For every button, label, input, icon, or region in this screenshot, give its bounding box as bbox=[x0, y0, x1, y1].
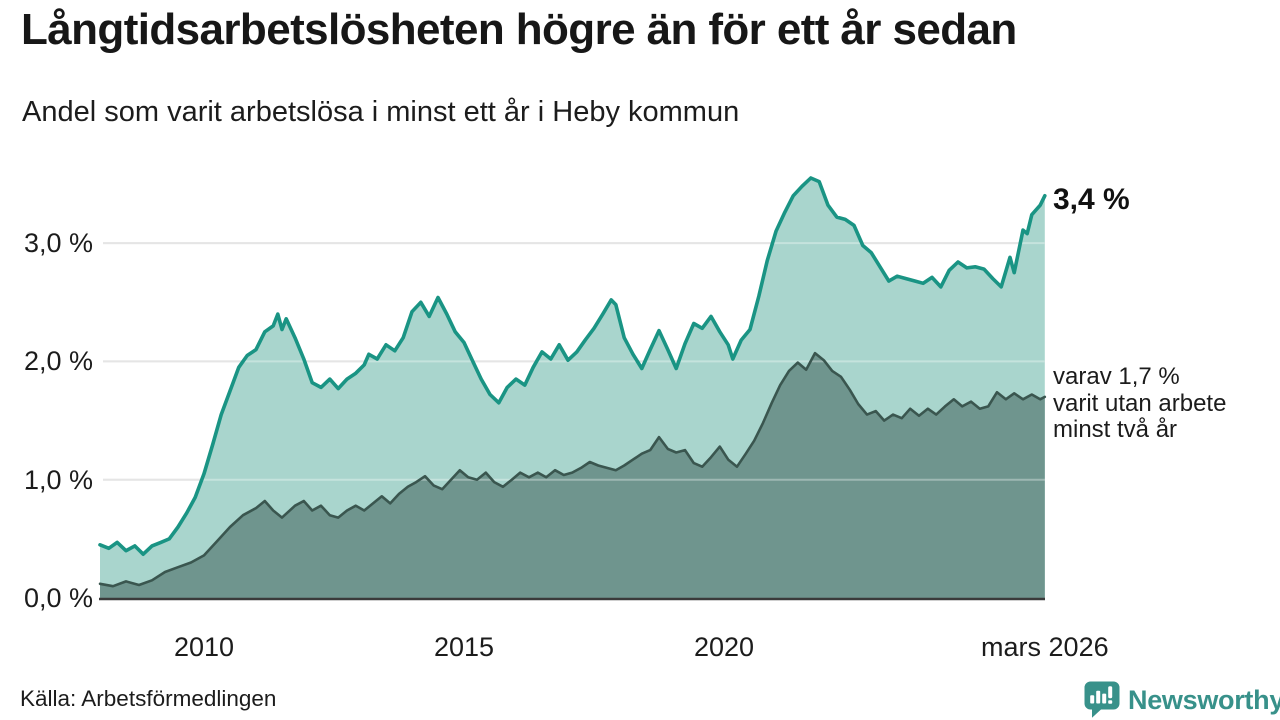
annotation-line: varit utan arbete bbox=[1053, 389, 1227, 417]
x-tick-label: 2010 bbox=[173, 632, 235, 662]
newsworthy-logo-icon bbox=[1084, 681, 1120, 718]
brand-name: Newsworthy bbox=[1128, 684, 1280, 715]
y-tick-label: 2,0 % bbox=[23, 346, 93, 377]
series-line-0 bbox=[98, 176, 1047, 556]
source-note: Källa: Arbetsförmedlingen bbox=[20, 686, 277, 711]
series-line-1 bbox=[98, 351, 1047, 588]
x-tick-label: mars 2026 bbox=[981, 632, 1109, 662]
secondary-series-annotation: varav 1,7 % varit utan arbete minst två … bbox=[1053, 363, 1227, 444]
y-tick-label: 1,0 % bbox=[23, 464, 93, 495]
annotation-line: minst två år bbox=[1053, 416, 1178, 443]
y-tick-label: 3,0 % bbox=[23, 228, 93, 259]
brand-logo: Newsworthy bbox=[1084, 681, 1280, 719]
x-tick-label: 2020 bbox=[693, 632, 755, 662]
page-title: Långtidsarbetslösheten högre än för ett … bbox=[21, 5, 1017, 54]
end-value-annotation: 3,4 % bbox=[1053, 183, 1130, 216]
x-tick-label: 2015 bbox=[433, 632, 495, 662]
annotation-line: varav 1,7 % bbox=[1053, 363, 1180, 390]
y-tick-label: 0,0 % bbox=[23, 583, 93, 613]
chart-subtitle: Andel som varit arbetslösa i minst ett å… bbox=[22, 96, 740, 128]
area-fill-1 bbox=[100, 353, 1045, 598]
